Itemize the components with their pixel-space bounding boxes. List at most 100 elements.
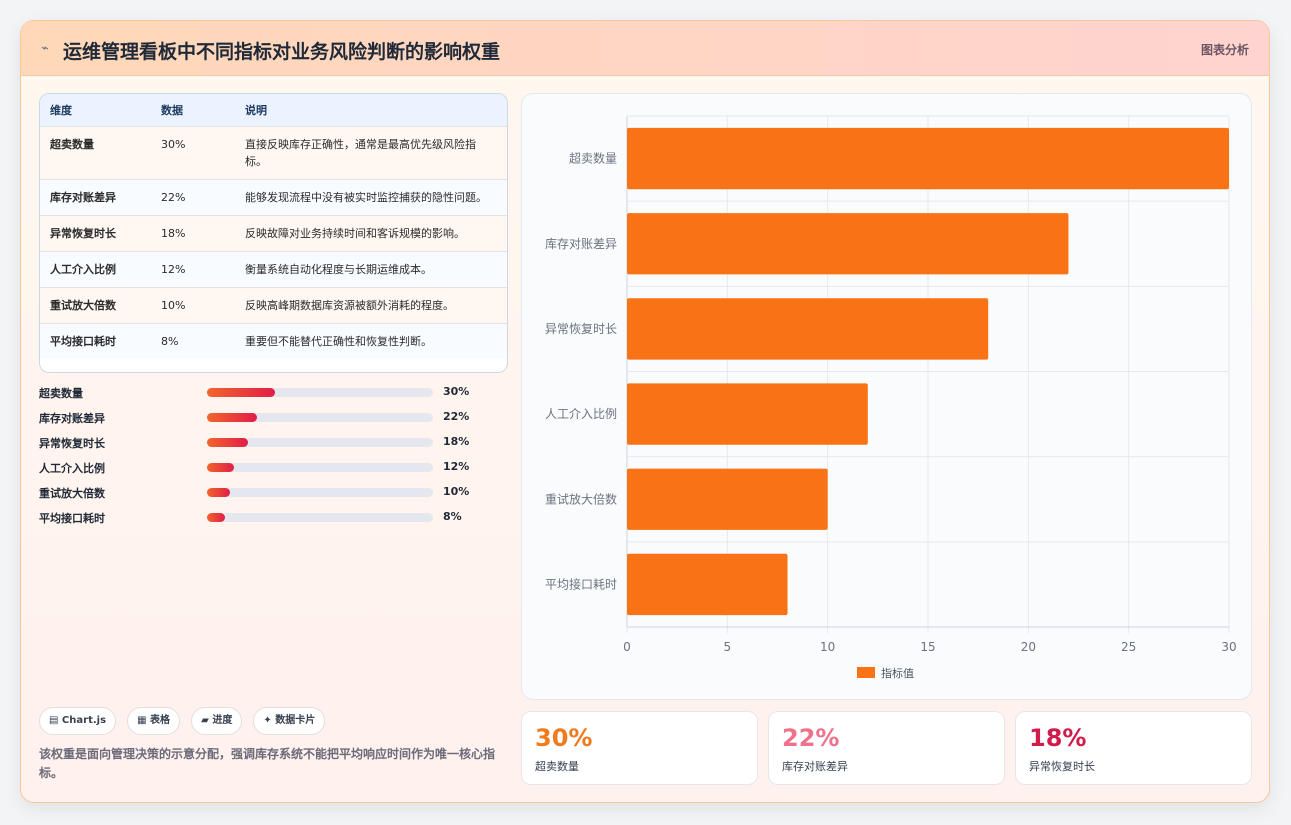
bar — [627, 383, 868, 445]
chip-data-card[interactable]: ✦ 数据卡片 — [253, 707, 326, 735]
bar — [627, 468, 828, 530]
column-header: 说明 — [245, 103, 267, 117]
chart-line-icon: ⌁ — [41, 41, 49, 56]
x-tick-label: 10 — [820, 640, 835, 654]
bar — [627, 127, 1229, 190]
legend-label: 指标值 — [881, 666, 914, 680]
cell-desc: 反映故障对业务持续时间和客诉规模的影响。 — [235, 214, 507, 251]
cell-value: 10% — [151, 286, 235, 323]
chart-svg: 0 5 10 15 20 25 30 超卖数量库存对账差异异常恢复时长人工介入比例重试放大倍数… — [545, 115, 1237, 680]
progress-value: 8% — [443, 510, 462, 523]
progress-fill — [207, 463, 235, 472]
stat-label: 库存对账差异 — [782, 760, 848, 773]
cell-name: 平均接口耗时 — [40, 322, 151, 359]
progress-value: 18% — [443, 435, 470, 448]
x-tick-label: 5 — [724, 640, 732, 654]
table-row: 重试放大倍数 10% 反映高峰期数据库资源被额外消耗的程度。 — [40, 286, 507, 323]
y-tick-label: 人工介入比例 — [545, 407, 617, 421]
cell-desc: 能够发现流程中没有被实时监控捕获的隐性问题。 — [235, 178, 507, 215]
progress-value: 22% — [443, 410, 470, 423]
cell-value: 18% — [151, 214, 235, 251]
cell-desc: 反映高峰期数据库资源被额外消耗的程度。 — [235, 286, 507, 323]
progress-value: 10% — [443, 485, 470, 498]
tech-chips: ▤ Chart.js ▦ 表格 ▰ 进度 ✦ 数据卡片 — [39, 707, 331, 735]
table-row: 平均接口耗时 8% 重要但不能替代正确性和恢复性判断。 — [40, 322, 507, 359]
x-tick-label: 20 — [1021, 640, 1036, 654]
progress-fill — [207, 488, 230, 497]
stat-label: 超卖数量 — [535, 760, 579, 773]
card-header: ⌁ 运维管理看板中不同指标对业务风险判断的影响权重 图表分析 — [21, 21, 1269, 76]
progress-track — [207, 513, 433, 522]
column-header: 维度 — [50, 103, 72, 117]
cell-name: 重试放大倍数 — [40, 286, 151, 323]
progress-track — [207, 438, 433, 447]
chip-chartjs[interactable]: ▤ Chart.js — [39, 707, 117, 735]
progress-label: 库存对账差异 — [39, 412, 105, 425]
column-header: 数据 — [161, 103, 183, 117]
progress-row: 超卖数量 30% — [39, 383, 479, 408]
progress-track — [207, 463, 433, 472]
page-title: 运维管理看板中不同指标对业务风险判断的影响权重 — [63, 41, 501, 63]
metrics-table: 维度 数据 说明 超卖数量 30% 直接反映库存正确性，通常是最高优先级风险指标… — [39, 93, 508, 373]
table-header-row: 维度 数据 说明 — [40, 94, 507, 126]
y-tick-label: 超卖数量 — [569, 151, 617, 166]
cell-name: 超卖数量 — [40, 125, 151, 179]
table-row: 异常恢复时长 18% 反映故障对业务持续时间和客诉规模的影响。 — [40, 214, 507, 251]
table-row: 人工介入比例 12% 衡量系统自动化程度与长期运维成本。 — [40, 250, 507, 287]
bar-chart: 0 5 10 15 20 25 30 超卖数量 库存对账差异 异常恢复时长 人工介入比例 重试放大倍数… — [521, 93, 1252, 700]
cell-value: 8% — [151, 322, 235, 359]
progress-row: 平均接口耗时 8% — [39, 508, 479, 533]
cell-value: 12% — [151, 250, 235, 287]
y-tick-label: 平均接口耗时 — [545, 576, 617, 591]
progress-value: 30% — [443, 385, 470, 398]
chip-progress[interactable]: ▰ 进度 — [191, 707, 243, 735]
stat-value: 30% — [535, 724, 593, 752]
stat-card: 18% 异常恢复时长 — [1015, 711, 1252, 785]
cell-name: 库存对账差异 — [40, 178, 151, 215]
bar — [627, 298, 989, 360]
x-tick-label: 30 — [1221, 640, 1236, 654]
progress-row: 异常恢复时长 18% — [39, 433, 479, 458]
cell-desc: 重要但不能替代正确性和恢复性判断。 — [235, 322, 507, 359]
footnote: 该权重是面向管理决策的示意分配，强调库存系统不能把平均响应时间作为唯一核心指标。 — [39, 747, 496, 780]
table-row: 超卖数量 30% 直接反映库存正确性，通常是最高优先级风险指标。 — [40, 125, 507, 179]
progress-fill — [207, 438, 248, 447]
progress-track — [207, 413, 433, 422]
legend-swatch — [857, 667, 875, 678]
progress-fill — [207, 513, 226, 522]
progress-label: 超卖数量 — [39, 387, 83, 400]
progress-list: 超卖数量 30% 库存对账差异 22% 异常恢复时长 18% 人工介入比例 12… — [39, 383, 479, 533]
progress-row: 库存对账差异 22% — [39, 408, 479, 433]
progress-label: 平均接口耗时 — [39, 512, 105, 525]
y-tick-label: 重试放大倍数 — [545, 491, 617, 506]
progress-track — [207, 488, 433, 497]
progress-fill — [207, 413, 257, 422]
progress-track — [207, 388, 433, 397]
cell-desc: 衡量系统自动化程度与长期运维成本。 — [235, 250, 507, 287]
chip-table[interactable]: ▦ 表格 — [127, 707, 181, 735]
progress-label: 重试放大倍数 — [39, 487, 105, 500]
progress-fill — [207, 388, 275, 397]
bar — [627, 213, 1069, 275]
stat-card: 30% 超卖数量 — [521, 711, 758, 785]
stat-card: 22% 库存对账差异 — [768, 711, 1005, 785]
y-tick-label: 库存对账差异 — [545, 236, 617, 251]
x-tick-label: 15 — [920, 640, 935, 654]
cell-desc: 直接反映库存正确性，通常是最高优先级风险指标。 — [235, 125, 507, 179]
x-tick-label: 0 — [623, 640, 631, 654]
progress-label: 人工介入比例 — [39, 462, 105, 475]
progress-label: 异常恢复时长 — [39, 437, 105, 450]
stat-value: 18% — [1029, 724, 1087, 752]
stat-value: 22% — [782, 724, 840, 752]
dashboard-card: ⌁ 运维管理看板中不同指标对业务风险判断的影响权重 图表分析 维度 数据 说明 … — [20, 20, 1270, 803]
progress-value: 12% — [443, 460, 470, 473]
progress-row: 重试放大倍数 10% — [39, 483, 479, 508]
cell-name: 人工介入比例 — [40, 250, 151, 287]
progress-row: 人工介入比例 12% — [39, 458, 479, 483]
cell-value: 22% — [151, 178, 235, 215]
chart-analysis-tag: 图表分析 — [1200, 43, 1249, 57]
cell-value: 30% — [151, 125, 235, 179]
stat-label: 异常恢复时长 — [1029, 760, 1095, 773]
cell-name: 异常恢复时长 — [40, 214, 151, 251]
bar — [627, 553, 788, 616]
